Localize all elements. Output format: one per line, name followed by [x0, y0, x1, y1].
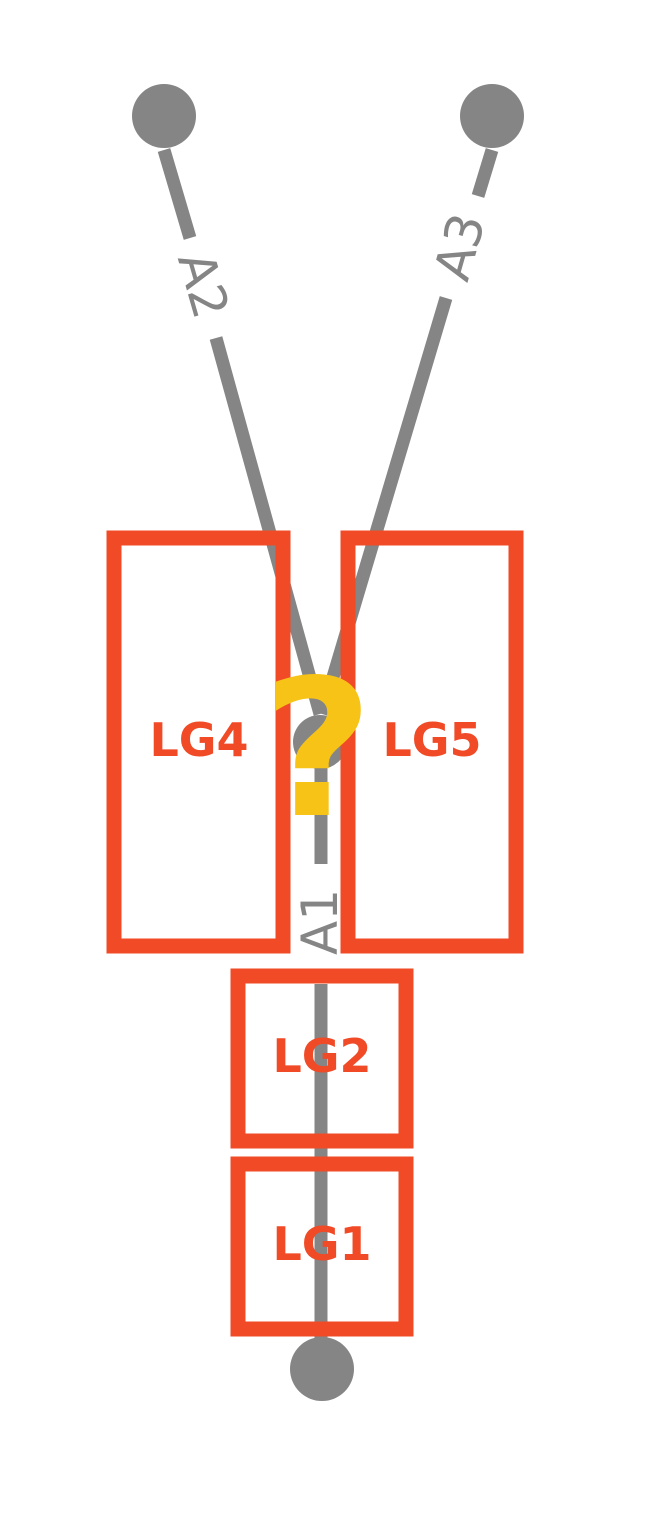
node-a1-end — [290, 1337, 354, 1401]
lane-label-a2: A2 — [166, 245, 240, 324]
lane-group-lg5-box — [340, 530, 524, 954]
lane-label-a1: A1 — [291, 889, 349, 955]
question-mark: ? — [263, 639, 373, 860]
lane-group-lg1-box — [230, 1156, 414, 1337]
node-a3-end — [460, 84, 524, 148]
road-a2-upper — [157, 148, 197, 240]
node-a2-end — [132, 84, 196, 148]
lane-group-lg1-label: LG1 — [272, 1217, 371, 1271]
lane-group-lg2-label: LG2 — [272, 1029, 371, 1083]
lane-label-a3: A3 — [423, 207, 497, 286]
lane-group-lg4-label: LG4 — [149, 713, 248, 767]
road-a2-lower — [209, 336, 327, 716]
lane-group-lg5-label: LG5 — [382, 713, 481, 767]
lane-group-lg2-box — [230, 968, 414, 1149]
node-junction — [293, 715, 347, 769]
road-a3-upper — [471, 148, 499, 198]
lane-group-lg4-box — [106, 530, 291, 954]
lane-group-boxes — [106, 530, 524, 1337]
